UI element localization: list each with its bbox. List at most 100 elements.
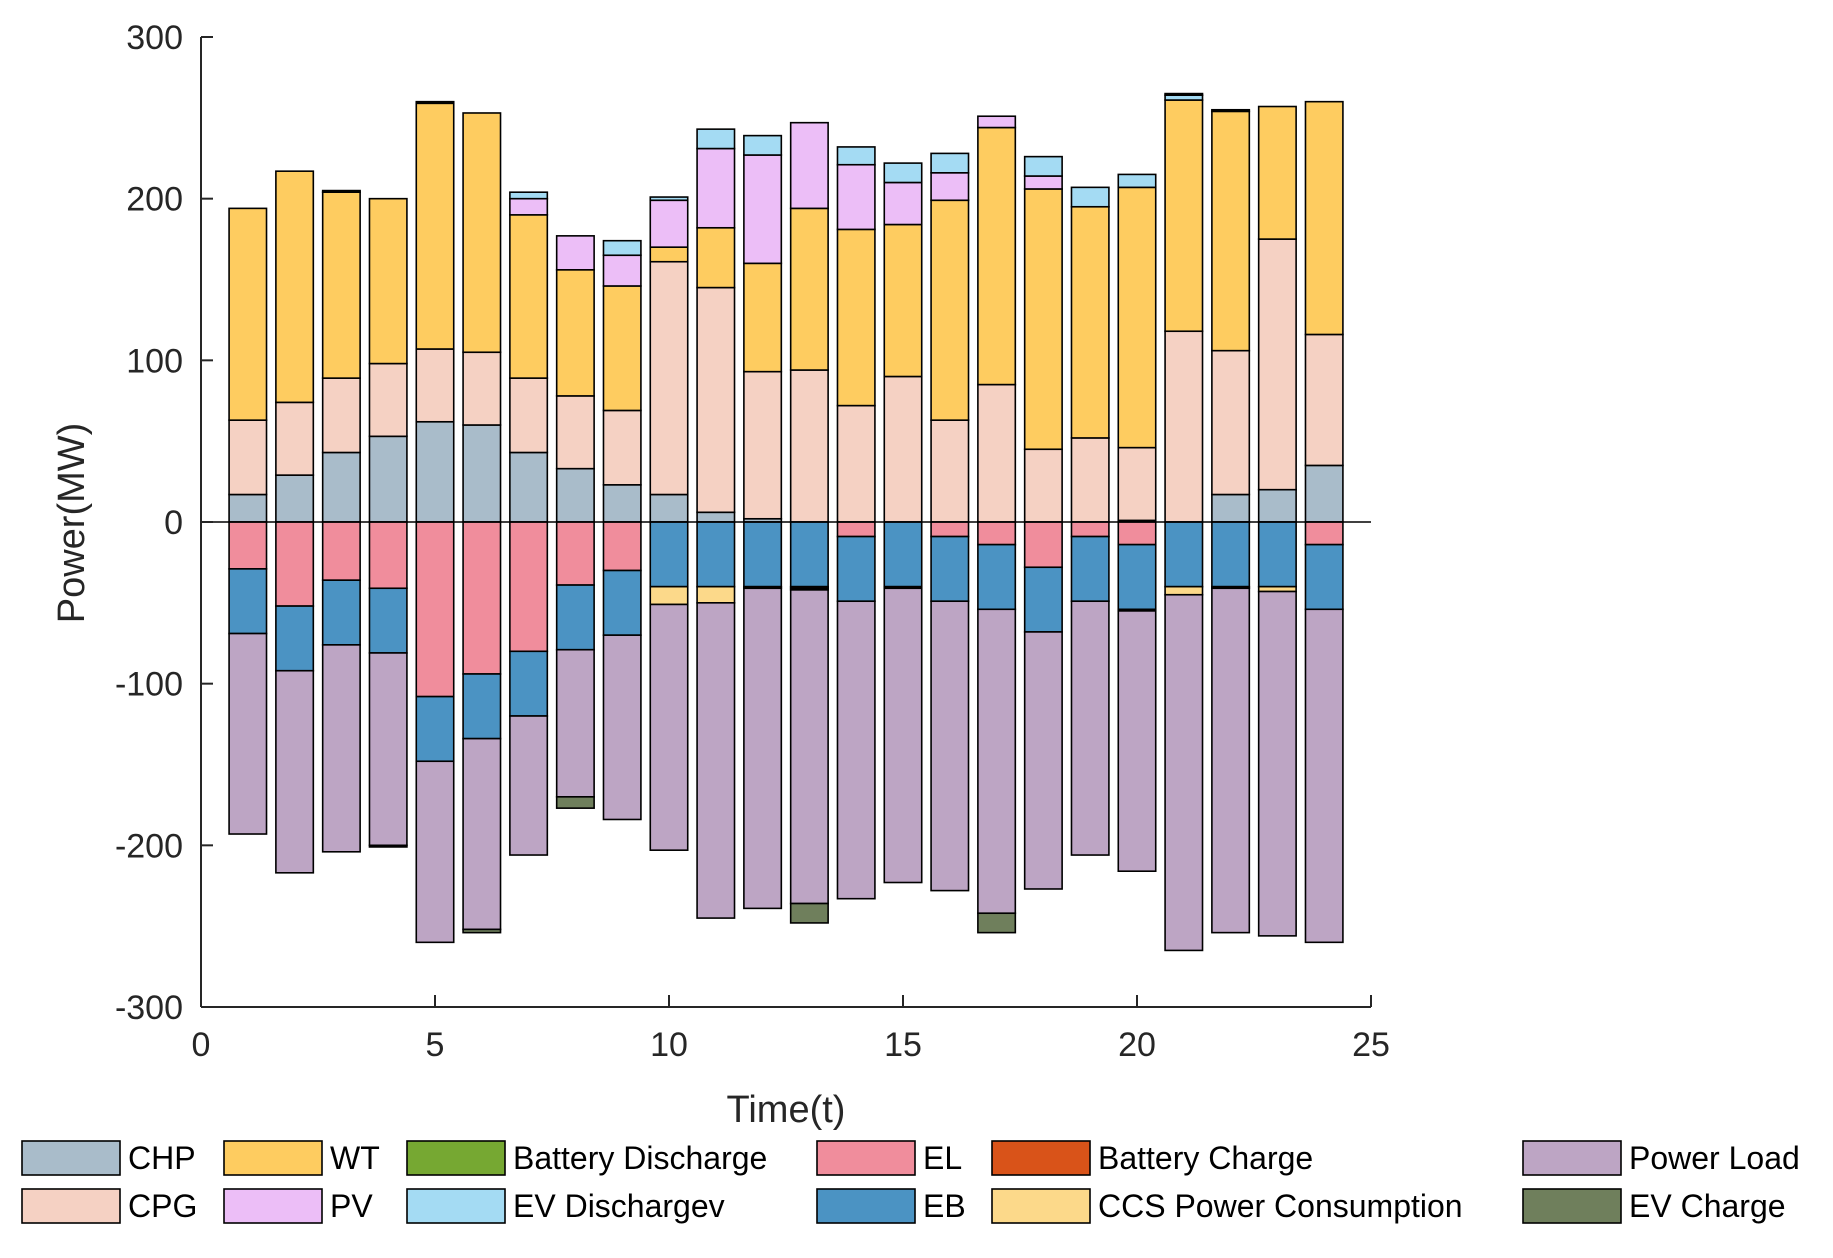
bar-eb-t15	[883, 521, 923, 588]
bar-pv-t18	[1023, 175, 1063, 190]
bar-el-t14	[836, 521, 876, 538]
bar-ccs-power-consumption-t21	[1164, 585, 1204, 596]
bar-pv-t9	[602, 254, 642, 287]
bar-wt-t5	[415, 102, 455, 350]
bar-wt-t11	[696, 226, 736, 289]
bar-pv-t13	[789, 121, 829, 210]
bar-chp-t2	[275, 474, 315, 523]
bar-el-t4	[368, 521, 408, 590]
bar-power-load-t10	[649, 603, 689, 851]
bar-eb-t14	[836, 535, 876, 603]
legend: CHP CPG WT PV Battery Discharge EV Dischargev…	[21, 1140, 1800, 1224]
bar-power-load-t18	[1023, 631, 1063, 890]
bar-ev-charge-t8	[555, 796, 595, 809]
bar-wt-t15	[883, 223, 923, 378]
bar-wt-t19	[1070, 205, 1110, 439]
bar-chp-t11	[696, 511, 736, 523]
bar-power-load-t4	[368, 652, 408, 847]
bar-ccs-power-consumption-t11	[696, 585, 736, 604]
bar-el-t2	[275, 521, 315, 607]
bar-cpg-t14	[836, 404, 876, 523]
bar-el-t1	[228, 521, 268, 570]
bar-cpg-t16	[930, 419, 970, 523]
bar-power-load-t8	[555, 648, 595, 798]
bar-pv-t7	[509, 197, 549, 216]
bar-power-load-t17	[977, 608, 1017, 915]
bar-ev-dischargev-t11	[696, 128, 736, 150]
bar-wt-t3	[321, 191, 361, 379]
bar-cpg-t13	[789, 369, 829, 523]
bar-el-t17	[977, 521, 1017, 546]
y-tick-label: 300	[126, 19, 183, 57]
bar-battery-discharge-t22	[1211, 108, 1251, 113]
bar-power-load-t2	[275, 669, 315, 874]
bar-eb-t13	[789, 521, 829, 588]
bar-power-load-t23	[1257, 590, 1297, 937]
bar-cpg-t18	[1023, 448, 1063, 523]
bar-chp-t23	[1257, 488, 1297, 523]
bar-chp-t3	[321, 451, 361, 523]
bar-eb-t18	[1023, 566, 1063, 633]
legend-label-cpg: CPG	[128, 1188, 197, 1224]
bar-cpg-t6	[462, 351, 502, 426]
bars-layer	[228, 92, 1344, 952]
y-tick-label: 0	[164, 504, 183, 542]
bar-eb-t22	[1211, 521, 1251, 588]
bar-power-load-t14	[836, 600, 876, 900]
bar-chp-t22	[1211, 493, 1251, 523]
bar-chp-t4	[368, 435, 408, 523]
x-axis-title: Time(t)	[727, 1089, 846, 1131]
bar-wt-t23	[1257, 105, 1297, 240]
legend-swatch-ccs-power-consumption	[991, 1188, 1091, 1224]
legend-label-eb: EB	[923, 1188, 966, 1224]
bar-ev-dischargev-t19	[1070, 186, 1110, 208]
bar-eb-t16	[930, 535, 970, 603]
bar-cpg-t4	[368, 362, 408, 438]
bar-eb-t1	[228, 568, 268, 635]
bar-cpg-t17	[977, 383, 1017, 523]
bar-wt-t16	[930, 199, 970, 421]
bar-ev-charge-t6	[462, 928, 502, 934]
bar-wt-t13	[789, 207, 829, 371]
bar-cpg-t7	[509, 377, 549, 454]
legend-swatch-battery-discharge	[406, 1140, 506, 1176]
bar-chp-t1	[228, 493, 268, 523]
bar-cpg-t20	[1117, 446, 1157, 522]
bar-ccs-power-consumption-t10	[649, 585, 689, 606]
legend-label-ev-charge: EV Charge	[1629, 1188, 1786, 1224]
bar-cpg-t5	[415, 348, 455, 423]
bar-wt-t18	[1023, 188, 1063, 451]
legend-swatch-pv	[223, 1188, 323, 1224]
x-tick-label: 15	[884, 1026, 922, 1064]
bar-cpg-t19	[1070, 437, 1110, 523]
bar-power-load-t13	[789, 589, 829, 905]
bar-power-load-t20	[1117, 610, 1157, 872]
bar-cpg-t21	[1164, 330, 1204, 523]
bar-wt-t8	[555, 268, 595, 397]
bar-el-t9	[602, 521, 642, 572]
legend-label-pv: PV	[330, 1188, 373, 1224]
bar-wt-t14	[836, 228, 876, 407]
bar-chp-t7	[509, 451, 549, 523]
legend-label-el: EL	[923, 1140, 962, 1176]
bar-eb-t2	[275, 605, 315, 672]
legend-swatch-eb	[816, 1188, 916, 1224]
bar-power-load-t1	[228, 632, 268, 835]
bar-el-t8	[555, 521, 595, 586]
x-tick-label: 25	[1352, 1026, 1390, 1064]
bar-pv-t15	[883, 181, 923, 226]
bar-eb-t23	[1257, 521, 1297, 588]
legend-label-ev-dischargev: EV Dischargev	[513, 1188, 725, 1224]
axes-layer: -300 -200 -100 0 100 200 300 0 5 10 15 20 25	[115, 19, 1390, 1064]
legend-swatch-battery-charge	[991, 1140, 1091, 1176]
bar-ev-dischargev-t15	[883, 162, 923, 184]
bar-power-load-t11	[696, 602, 736, 919]
y-tick-label: 100	[126, 342, 183, 380]
bar-pv-t16	[930, 172, 970, 202]
bar-wt-t9	[602, 285, 642, 412]
bar-power-load-t22	[1211, 587, 1251, 934]
y-tick-label: -200	[115, 827, 183, 865]
bar-cpg-t23	[1257, 238, 1297, 491]
bar-cpg-t1	[228, 419, 268, 496]
bar-chp-t8	[555, 467, 595, 523]
